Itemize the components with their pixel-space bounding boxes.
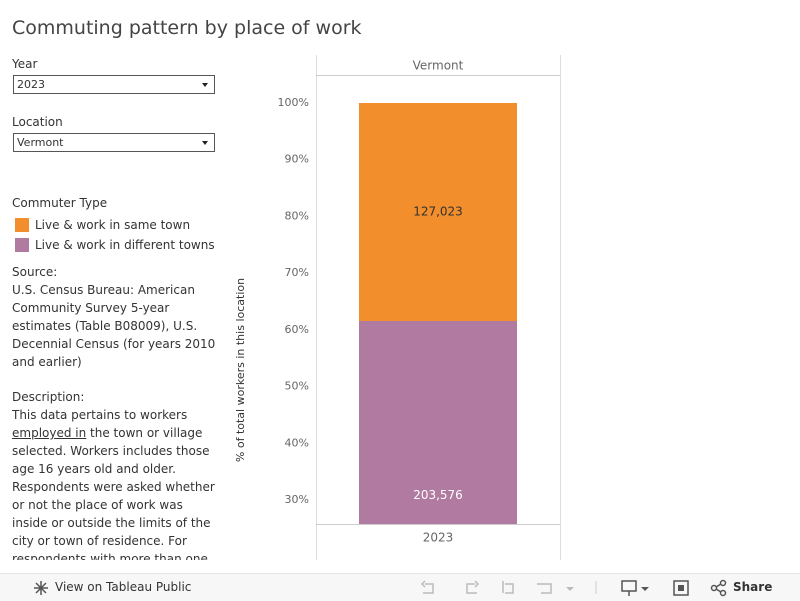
y-axis-title: % of total workers in this location (234, 278, 247, 462)
source-text: U.S. Census Bureau: American Community S… (12, 283, 216, 369)
description-link: employed in (12, 426, 87, 440)
year-dropdown[interactable]: 2023 (13, 75, 215, 94)
x-tick-label: 2023 (423, 531, 454, 545)
y-tick-label: 60% (285, 323, 309, 336)
toolbar: View on Tableau Public Share (0, 573, 800, 601)
legend-swatch (15, 238, 29, 252)
view-on-tableau[interactable]: View on Tableau Public (55, 580, 192, 594)
bar-segment (359, 103, 517, 322)
legend-title: Commuter Type (12, 196, 108, 210)
filter-label: Year (12, 57, 38, 71)
source: Source: U.S. Census Bureau: American Com… (12, 263, 218, 371)
redo[interactable] (466, 580, 480, 594)
legend-item[interactable]: Live & work in same town (12, 215, 215, 235)
source-heading: Source: (12, 265, 58, 279)
y-tick-label: 100% (278, 96, 309, 109)
y-tick-label: 70% (285, 266, 309, 279)
value-label: 203,576 (413, 488, 463, 502)
description-text: This data pertains to workers (12, 408, 188, 422)
dropdown-value: Vermont (17, 136, 64, 149)
fullscreen[interactable] (672, 579, 690, 597)
description-text: the town or village selected. Workers in… (12, 426, 215, 560)
y-tick-label: 90% (285, 153, 309, 166)
undo[interactable] (420, 580, 434, 594)
tableau-icon (34, 581, 48, 595)
legend-label: Live & work in different towns (35, 238, 215, 252)
y-tick-label: 80% (285, 209, 309, 222)
description-heading: Description: (12, 390, 85, 404)
dashboard-title: Commuting pattern by place of work (12, 17, 362, 39)
chart: Vermont % of total workers in this locat… (234, 55, 561, 560)
legend-label: Live & work in same town (35, 218, 191, 232)
value-label: 127,023 (413, 205, 463, 219)
legend-swatch (15, 218, 29, 232)
y-tick-label: 50% (285, 380, 309, 393)
filter-label: Location (12, 115, 63, 129)
download[interactable] (621, 580, 637, 596)
panel-header: Vermont (413, 59, 464, 73)
y-tick-label: 40% (285, 436, 309, 449)
dropdown-value: 2023 (17, 78, 45, 91)
toolbar-icons (420, 580, 649, 596)
bar-segment (359, 321, 517, 524)
description: Description: This data pertains to worke… (12, 388, 218, 560)
legend: Live & work in same town Live & work in d… (12, 215, 215, 255)
location-dropdown[interactable]: Vermont (13, 133, 215, 152)
refresh[interactable] (537, 583, 552, 594)
share[interactable]: Share (733, 580, 773, 594)
y-tick-label: 30% (285, 493, 309, 506)
revert[interactable] (502, 581, 514, 594)
dropdown[interactable] (566, 587, 574, 591)
share-icon (710, 579, 727, 597)
legend-item[interactable]: Live & work in different towns (12, 235, 215, 255)
dropdown[interactable] (641, 587, 649, 591)
